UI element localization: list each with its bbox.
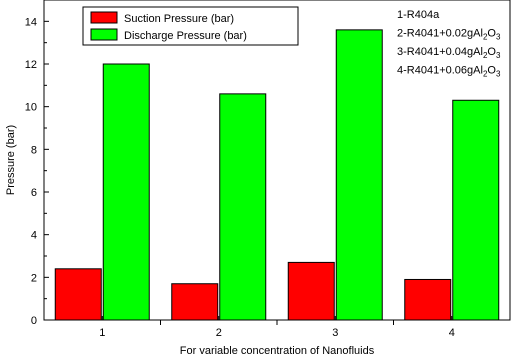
annotation-part: 2	[483, 51, 488, 60]
legend-label-suction: Suction Pressure (bar)	[124, 13, 234, 25]
annotation-part: O	[487, 46, 496, 58]
annotation-part: O	[487, 28, 496, 40]
annotation-part: 2-R4041+0.02gAl	[397, 28, 483, 40]
x-tick-label: 3	[332, 327, 338, 339]
bars-layer	[54, 29, 500, 320]
annotation-part: 3-R4041+0.04gAl	[397, 46, 483, 58]
y-tick-label: 10	[25, 102, 37, 114]
y-tick-label: 6	[31, 187, 37, 199]
y-axis-label: Pressure (bar)	[5, 125, 17, 195]
bar-suction-1	[54, 268, 102, 320]
annotation-part: 2	[483, 33, 488, 42]
bar-discharge-1	[102, 63, 150, 320]
bar-discharge-4	[452, 99, 500, 320]
bar-discharge-3	[335, 29, 383, 320]
annotation-part: 3	[496, 70, 501, 79]
annotations: 1-R404a2-R4041+0.02gAl2O33-R4041+0.04gAl…	[397, 9, 501, 79]
x-tick-label: 2	[216, 327, 222, 339]
bar-suction-3	[287, 261, 335, 320]
y-tick-label: 0	[31, 315, 37, 327]
legend-label-discharge: Discharge Pressure (bar)	[124, 30, 247, 42]
bar-suction-2	[171, 283, 219, 320]
annotation-part: 2	[483, 70, 488, 79]
annotation-line: 2-R4041+0.02gAl2O3	[397, 28, 501, 42]
y-tick-label: 12	[25, 59, 37, 71]
legend-swatch-suction	[90, 11, 118, 24]
annotation-line: 4-R4041+0.06gAl2O3	[397, 65, 501, 79]
y-tick-label: 2	[31, 272, 37, 284]
legend: Suction Pressure (bar) Discharge Pressure…	[82, 6, 299, 46]
y-tick-label: 8	[31, 144, 37, 156]
bar-suction-4	[404, 278, 452, 320]
y-tick-label: 14	[25, 16, 37, 28]
x-axis-label: For variable concentration of Nanofluids	[180, 345, 375, 357]
x-tick-label: 4	[449, 327, 455, 339]
legend-box	[82, 6, 299, 46]
annotation-line: 1-R404a	[397, 9, 440, 21]
annotation-part: 3	[496, 51, 501, 60]
y-tick-label: 4	[31, 230, 37, 242]
x-tick-label: 1	[99, 327, 105, 339]
annotation-line: 3-R4041+0.04gAl2O3	[397, 46, 501, 60]
annotation-part: 4-R4041+0.06gAl	[397, 65, 483, 77]
annotation-part: 3	[496, 33, 501, 42]
annotation-part: O	[487, 65, 496, 77]
legend-swatch-discharge	[90, 28, 118, 41]
bar-discharge-2	[219, 93, 267, 320]
